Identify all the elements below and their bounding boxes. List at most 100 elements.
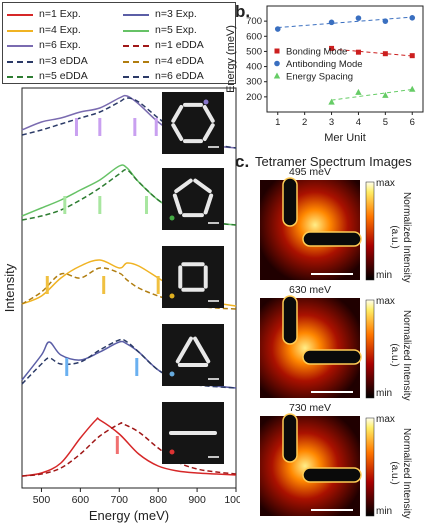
legend-swatch — [7, 29, 33, 32]
map-energy-label: 730 meV — [288, 402, 332, 414]
legend-marker — [274, 48, 280, 54]
intensity-map — [260, 180, 360, 280]
inset-image — [162, 92, 224, 154]
x-tick-label: 5 — [383, 117, 388, 128]
data-point — [382, 18, 389, 24]
legend-marker — [273, 72, 281, 79]
legend-entry: n=1 Exp. — [39, 8, 81, 20]
mode-marker — [156, 276, 160, 294]
spectra-chart: 500 600 700 800 900 1000 Energy (meV) Intensity — [2, 87, 240, 523]
y-tick-label: 700 — [246, 16, 262, 27]
nanorod — [202, 104, 215, 123]
x-tick-label: 700 — [111, 494, 129, 506]
legend-entry: n=5 Exp. — [155, 23, 197, 36]
data-point — [328, 19, 335, 26]
data-point — [382, 51, 388, 57]
spectrum-line — [21, 168, 237, 226]
mode-marker — [145, 196, 149, 214]
spectra-legend: n=1 Exp. n=3 Exp. n=4 Exp. n=5 Exp. n=6 Exp.… — [2, 2, 236, 84]
y-tick-label: 300 — [246, 77, 262, 88]
mode-marker — [98, 118, 102, 136]
y-tick-label: 200 — [246, 92, 262, 103]
probe-position-dot — [169, 371, 175, 377]
panel-c-title: Tetramer Spectrum Images — [255, 154, 412, 169]
trend-line — [331, 88, 413, 101]
x-tick-label: 1000 — [224, 494, 240, 506]
spectrum-map: 730 meV max min Normalized Intensity (a.u.) — [255, 402, 427, 522]
legend-entry: n=6 eDDA — [155, 70, 204, 82]
spectrum-images: 495 meV max min Normalized Intensity (a.u.) 6… — [255, 166, 427, 525]
x-tick-label: 2 — [302, 117, 307, 128]
panel-c-label: c. — [235, 152, 250, 171]
x-tick-label: 6 — [410, 117, 415, 128]
mode-marker — [154, 118, 158, 136]
legend-entry: n=5 eDDA — [39, 70, 88, 82]
map-energy-label: 495 meV — [288, 166, 332, 178]
x-axis-label: Energy (meV) — [89, 508, 169, 523]
map-graphic — [260, 177, 375, 281]
legend-swatch — [7, 14, 33, 16]
x-axis-label: Mer Unit — [324, 132, 366, 144]
colorbar-min: min — [376, 270, 393, 281]
y-tick-label: 500 — [246, 46, 262, 57]
x-tick-label: 800 — [149, 494, 167, 506]
colorbar — [365, 299, 375, 399]
map-graphic — [260, 413, 375, 517]
colorbar-unit: (a.u.) — [389, 225, 400, 249]
colorbar-max: max — [376, 178, 395, 189]
nanorod — [302, 467, 362, 483]
legend-entry: n=4 Exp. — [39, 23, 81, 36]
trend-line — [277, 16, 413, 29]
spectrum-line — [21, 267, 237, 310]
map-graphic — [260, 295, 375, 399]
inset-image — [162, 168, 224, 230]
x-tick-label: 4 — [356, 117, 361, 128]
legend-swatch — [123, 76, 149, 78]
colorbar-unit: (a.u.) — [389, 343, 400, 367]
probe-position-dot — [169, 449, 175, 455]
data-point — [382, 91, 389, 98]
legend-swatch — [123, 29, 149, 32]
y-tick-label: 600 — [246, 31, 262, 42]
legend-entry: n=3 Exp. — [155, 8, 197, 20]
nanorod — [171, 104, 184, 123]
colorbar-max: max — [376, 296, 395, 307]
data-point — [328, 98, 335, 105]
nanorod — [171, 123, 184, 142]
legend-swatch — [7, 76, 33, 78]
panel-b-label: b. — [235, 2, 251, 21]
nanorod — [175, 336, 193, 364]
nanorod — [282, 177, 298, 227]
legend-entry: Energy Spacing — [286, 72, 353, 83]
probe-position-dot — [169, 215, 175, 221]
colorbar-max: max — [376, 414, 395, 425]
y-axis-label: Energy (meV) — [225, 25, 237, 93]
mode-marker — [135, 358, 139, 376]
x-tick-label: 3 — [329, 117, 334, 128]
data-point — [355, 15, 362, 21]
mode-marker — [102, 276, 106, 294]
nanorod — [172, 193, 183, 215]
nanorod — [282, 295, 298, 345]
intensity-map — [260, 298, 360, 398]
probe-position-dot — [203, 99, 209, 105]
legend-swatch — [123, 45, 149, 47]
plot-frame — [21, 87, 237, 489]
legend-entry: Antibonding Mode — [286, 59, 363, 70]
colorbar-unit: (a.u.) — [389, 461, 400, 485]
mode-marker — [63, 196, 67, 214]
x-tick-label: 600 — [72, 494, 90, 506]
data-point — [355, 49, 361, 55]
probe-position-dot — [169, 293, 175, 299]
inset-image — [162, 246, 224, 308]
nanorod — [302, 231, 362, 247]
legend-swatch — [7, 60, 33, 63]
colorbar — [365, 181, 375, 281]
colorbar-min: min — [376, 388, 393, 399]
data-point — [329, 45, 335, 51]
data-point — [274, 26, 281, 32]
legend-swatch — [7, 45, 33, 47]
legend-entry: n=1 eDDA — [155, 39, 204, 51]
y-tick-label: 400 — [246, 62, 262, 73]
legend-entry: n=6 Exp. — [39, 39, 81, 51]
